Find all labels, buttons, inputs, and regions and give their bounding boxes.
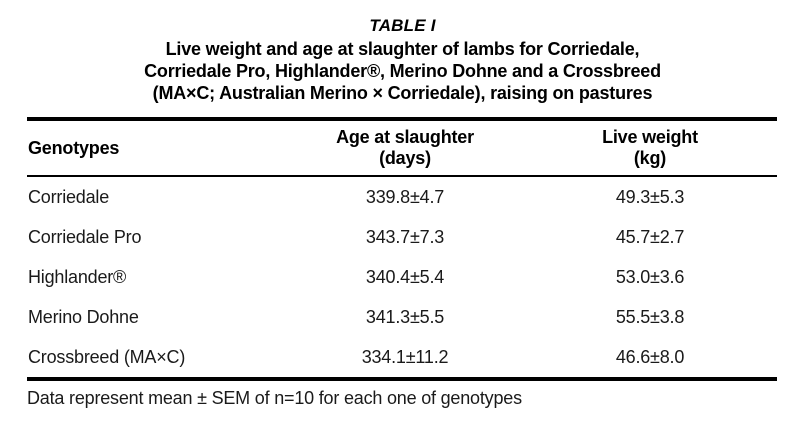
- caption-line-1: Live weight and age at slaughter of lamb…: [165, 39, 640, 59]
- table-row: Crossbreed (MA×C) 334.1±11.2 46.6±8.0: [27, 337, 777, 377]
- column-header-age-unit: (days): [379, 148, 431, 168]
- table-row: Highlander® 340.4±5.4 53.0±3.6: [27, 257, 777, 297]
- column-header-age: Age at slaughter (days): [287, 127, 523, 169]
- age-cell: 343.7±7.3: [365, 226, 445, 247]
- column-header-age-label: Age at slaughter: [336, 127, 474, 147]
- table-row: Corriedale 339.8±4.7 49.3±5.3: [27, 177, 777, 217]
- weight-cell: 46.6±8.0: [615, 346, 685, 367]
- caption-line-3: (MA×C; Australian Merino × Corriedale), …: [152, 83, 653, 103]
- age-cell: 339.8±4.7: [365, 186, 445, 207]
- table-number: TABLE I: [369, 16, 436, 35]
- age-cell: 341.3±5.5: [365, 306, 445, 327]
- column-header-genotypes-label: Genotypes: [28, 137, 120, 158]
- table-footnote: Data represent mean ± SEM of n=10 for ea…: [27, 388, 522, 408]
- genotype-cell: Merino Dohne: [28, 306, 139, 327]
- age-cell: 340.4±5.4: [365, 266, 445, 287]
- weight-cell: 53.0±3.6: [615, 266, 685, 287]
- genotype-cell: Corriedale: [28, 186, 110, 207]
- table-row: Merino Dohne 341.3±5.5 55.5±3.8: [27, 297, 777, 337]
- column-header-weight-unit: (kg): [633, 148, 667, 168]
- data-table: Genotypes Age at slaughter (days) Live w…: [27, 117, 777, 381]
- weight-cell: 45.7±2.7: [615, 226, 685, 247]
- genotype-cell: Corriedale Pro: [28, 226, 142, 247]
- genotype-cell: Crossbreed (MA×C): [28, 346, 186, 367]
- table-header-row: Genotypes Age at slaughter (days) Live w…: [27, 117, 777, 177]
- caption-line-2: Corriedale Pro, Highlander®, Merino Dohn…: [144, 61, 661, 81]
- column-header-genotypes: Genotypes: [27, 138, 287, 159]
- weight-cell: 49.3±5.3: [615, 186, 685, 207]
- table-row: Corriedale Pro 343.7±7.3 45.7±2.7: [27, 217, 777, 257]
- age-cell: 334.1±11.2: [361, 346, 449, 367]
- genotype-cell: Highlander®: [28, 266, 127, 287]
- table-body: Corriedale 339.8±4.7 49.3±5.3 Corriedale…: [27, 177, 777, 381]
- column-header-weight-label: Live weight: [602, 127, 698, 147]
- table-caption: TABLE I Live weight and age at slaughter…: [0, 0, 805, 104]
- column-header-weight: Live weight (kg): [523, 127, 777, 169]
- weight-cell: 55.5±3.8: [615, 306, 685, 327]
